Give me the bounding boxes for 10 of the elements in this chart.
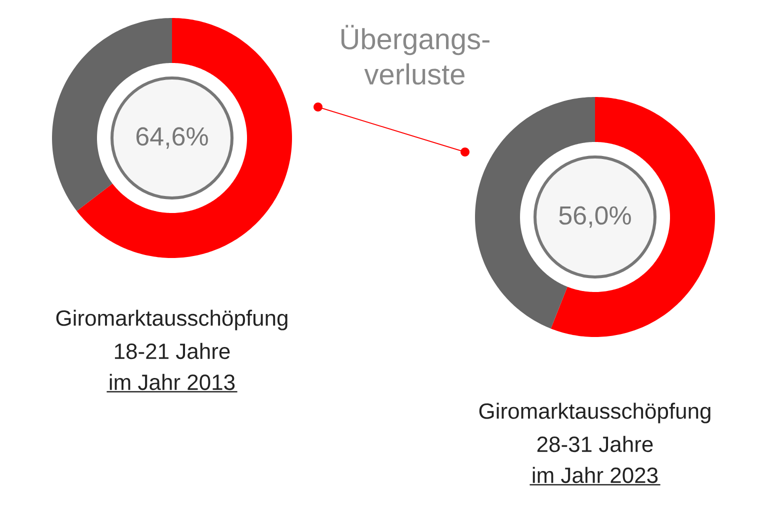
text: Giromarktausschöpfung <box>56 310 288 330</box>
text: verluste <box>364 63 464 85</box>
data-label: 64,6% <box>136 127 208 149</box>
data-label: 56,0% <box>559 206 631 228</box>
text: im Jahr 2013 <box>110 374 235 390</box>
text: im Jahr 2023 <box>532 466 658 484</box>
text: Übergangs- <box>341 24 490 56</box>
text: 28-31 Jahre <box>537 436 653 452</box>
text: Giromarktausschöpfung <box>479 402 710 424</box>
text: 18-21 Jahre <box>114 342 230 360</box>
